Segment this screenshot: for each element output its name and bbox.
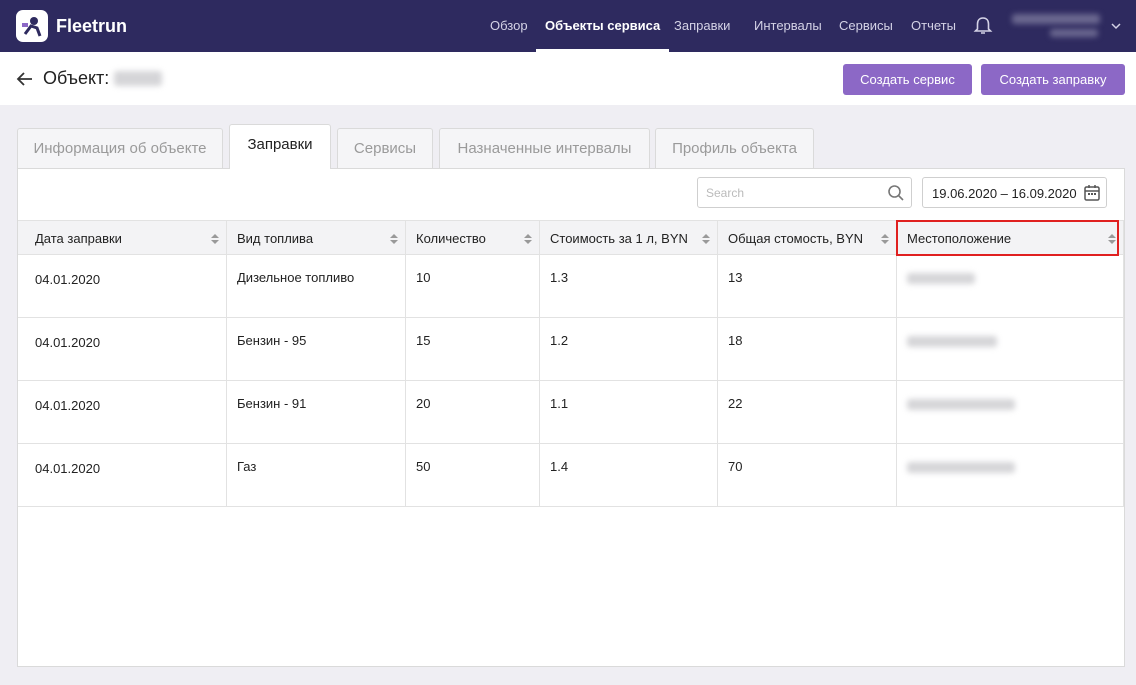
table-cell: 1.4 <box>540 444 718 507</box>
location-cell <box>897 381 1124 444</box>
tab[interactable]: Сервисы <box>337 128 433 168</box>
column-header[interactable]: Общая стомость, BYN <box>718 220 897 255</box>
page-title: Объект: <box>43 68 110 88</box>
table-cell: 15 <box>406 318 540 381</box>
top-bar: Fleetrun <box>0 0 1136 52</box>
column-header[interactable]: Дата заправки <box>18 220 227 255</box>
table-cell: 20 <box>406 381 540 444</box>
date-range-picker[interactable]: 19.06.2020 – 16.09.2020 <box>922 177 1107 208</box>
table-cell: Газ <box>227 444 406 507</box>
nav-item[interactable]: Обзор <box>490 18 528 33</box>
table-cell: 50 <box>406 444 540 507</box>
location-cell <box>897 444 1124 507</box>
action-button[interactable]: Создать сервис <box>843 64 972 95</box>
table-cell: 10 <box>406 255 540 318</box>
nav-item[interactable]: Заправки <box>674 18 731 33</box>
table-cell: 04.01.2020 <box>18 444 227 507</box>
column-header[interactable]: Количество <box>406 220 540 255</box>
user-role <box>1050 29 1098 37</box>
location-cell <box>897 318 1124 381</box>
tab[interactable]: Назначенные интервалы <box>439 128 650 168</box>
search-icon[interactable] <box>887 184 905 202</box>
table-cell: Бензин - 91 <box>227 381 406 444</box>
column-header[interactable]: Вид топлива <box>227 220 406 255</box>
search-placeholder: Search <box>706 186 745 200</box>
sort-icon[interactable] <box>1107 232 1117 246</box>
tab[interactable]: Заправки <box>229 124 331 169</box>
tab[interactable]: Профиль объекта <box>655 128 814 168</box>
table-cell: 13 <box>718 255 897 318</box>
user-menu-chevron[interactable] <box>1110 20 1122 32</box>
sort-icon[interactable] <box>880 232 890 246</box>
table-cell: 04.01.2020 <box>18 381 227 444</box>
sort-icon[interactable] <box>389 232 399 246</box>
notifications-icon[interactable] <box>973 16 993 36</box>
logo <box>16 10 48 42</box>
table-cell: 18 <box>718 318 897 381</box>
nav-item[interactable]: Сервисы <box>839 18 893 33</box>
location-redacted <box>907 399 1015 410</box>
location-redacted <box>907 336 997 347</box>
object-name <box>114 71 162 86</box>
nav-item[interactable]: Отчеты <box>911 18 956 33</box>
sort-icon[interactable] <box>210 232 220 246</box>
back-button[interactable] <box>16 70 34 88</box>
table-cell: Дизельное топливо <box>227 255 406 318</box>
location-redacted <box>907 273 975 284</box>
tab[interactable]: Информация об объекте <box>17 128 223 168</box>
highlight-box <box>896 220 1119 256</box>
table-cell: 04.01.2020 <box>18 255 227 318</box>
sort-icon[interactable] <box>523 232 533 246</box>
user-name[interactable] <box>1012 14 1100 24</box>
location-cell <box>897 255 1124 318</box>
sort-icon[interactable] <box>701 232 711 246</box>
nav-item[interactable]: Интервалы <box>754 18 822 33</box>
calendar-icon[interactable] <box>1083 184 1101 202</box>
nav-item[interactable]: Объекты сервиса <box>535 0 670 52</box>
table-cell: 1.3 <box>540 255 718 318</box>
table-cell: 1.2 <box>540 318 718 381</box>
table-cell: Бензин - 95 <box>227 318 406 381</box>
location-redacted <box>907 462 1015 473</box>
table-cell: 04.01.2020 <box>18 318 227 381</box>
search-input[interactable]: Search <box>697 177 912 208</box>
action-button[interactable]: Создать заправку <box>981 64 1125 95</box>
brand[interactable]: Fleetrun <box>56 16 128 36</box>
table-cell: 22 <box>718 381 897 444</box>
table-cell: 1.1 <box>540 381 718 444</box>
table-cell: 70 <box>718 444 897 507</box>
column-header[interactable]: Стоимость за 1 л, BYN <box>540 220 718 255</box>
date-range: 19.06.2020 – 16.09.2020 <box>932 186 1077 201</box>
